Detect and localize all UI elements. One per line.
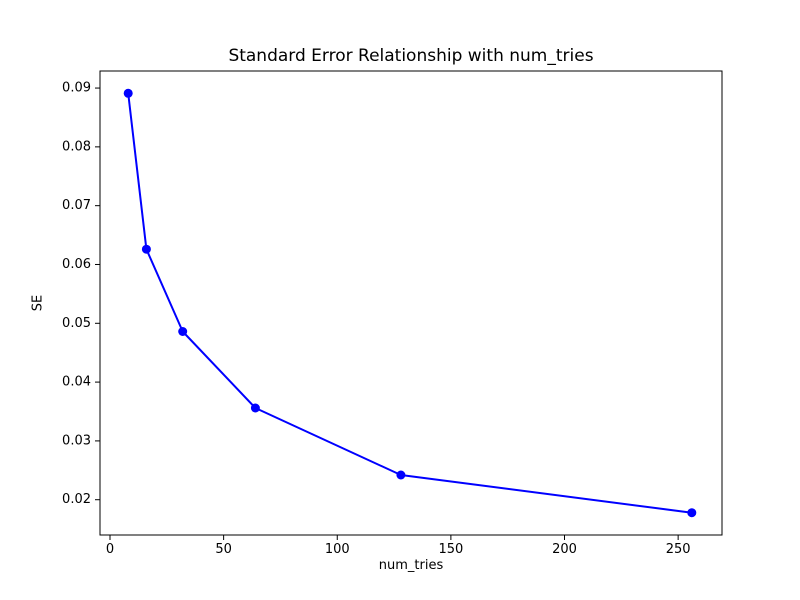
y-tick-label: 0.02 <box>62 492 91 507</box>
chart-title: Standard Error Relationship with num_tri… <box>228 46 594 66</box>
data-point <box>396 470 406 480</box>
y-tick-label: 0.07 <box>62 198 91 213</box>
plot-border <box>99 70 723 536</box>
data-point <box>250 403 260 413</box>
x-tick-label: 250 <box>666 542 691 557</box>
y-tick-label: 0.04 <box>62 375 91 390</box>
y-tick-label: 0.09 <box>62 81 91 96</box>
y-axis-label: SE <box>30 294 46 312</box>
data-point <box>687 508 697 518</box>
data-point <box>141 244 151 254</box>
data-point <box>178 327 188 336</box>
x-tick-label: 150 <box>438 542 463 557</box>
x-tick-label: 200 <box>552 542 577 557</box>
y-tick-label: 0.06 <box>62 257 91 272</box>
x-axis-label: num_tries <box>378 558 444 573</box>
x-tick-label: 100 <box>325 542 350 557</box>
y-tick-label: 0.05 <box>62 316 91 331</box>
x-tick-label: 0 <box>106 542 114 557</box>
x-tick-label: 50 <box>215 542 232 557</box>
data-point <box>123 88 133 98</box>
y-tick-label: 0.08 <box>62 139 91 154</box>
data-line <box>127 92 693 514</box>
y-tick-label: 0.03 <box>62 433 91 448</box>
